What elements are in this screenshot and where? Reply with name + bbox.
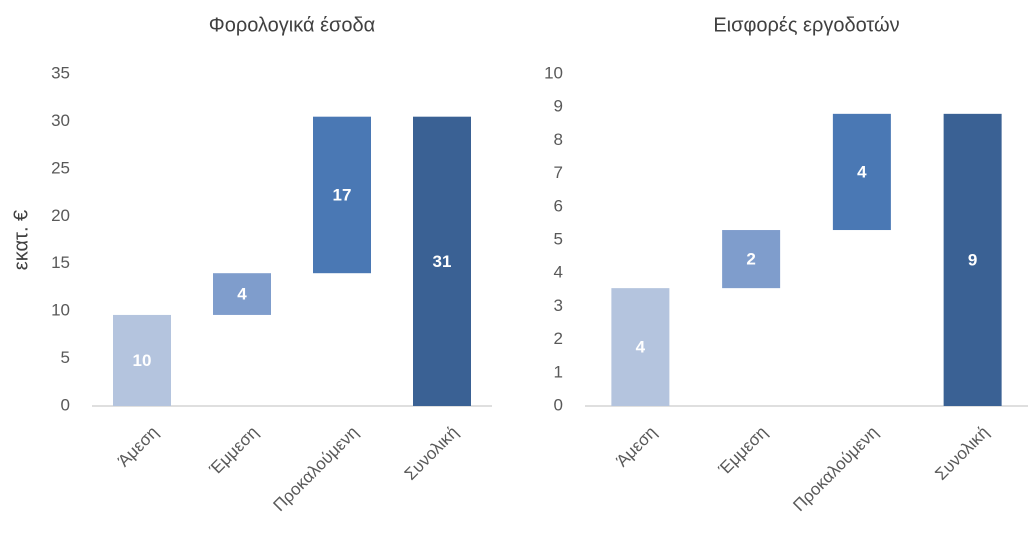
value-label: 31 (433, 252, 452, 271)
y-tick-label: 9 (554, 97, 563, 116)
y-tick-label: 8 (554, 130, 563, 149)
y-tick-label: 10 (544, 63, 563, 82)
y-tick-label: 35 (51, 63, 70, 82)
x-tick-label: Συνολική (931, 423, 992, 484)
bar (832, 113, 891, 231)
y-tick-label: 3 (554, 296, 563, 315)
y-tick-label: 4 (554, 263, 563, 282)
y-tick-label: 20 (51, 206, 70, 225)
bar (313, 116, 371, 274)
y-axis-label: εκατ. € (10, 210, 32, 270)
bar (413, 116, 471, 406)
bar (213, 273, 271, 315)
x-tick-label: Άμεση (613, 423, 661, 471)
y-tick-label: 1 (554, 362, 563, 381)
y-tick-label: 5 (61, 348, 70, 367)
value-label: 9 (968, 250, 977, 269)
value-label: 4 (857, 162, 867, 181)
x-tick-label: Άμεση (114, 423, 162, 471)
chart-title: Φορολογικά έσοδα (209, 14, 375, 36)
x-tick-label: Έμμεση (205, 423, 262, 480)
x-tick-label: Προκαλούμενη (269, 423, 362, 516)
y-tick-label: 6 (554, 196, 563, 215)
y-tick-label: 2 (554, 329, 563, 348)
y-tick-label: 30 (51, 111, 70, 130)
bar (722, 230, 781, 289)
value-label: 2 (746, 250, 755, 269)
y-tick-label: 10 (51, 301, 70, 320)
x-tick-label: Προκαλούμενη (789, 423, 882, 516)
y-tick-label: 7 (554, 163, 563, 182)
chart-title: Εισφορές εργοδοτών (713, 14, 899, 36)
value-label: 4 (237, 285, 247, 304)
bar (943, 113, 1002, 406)
y-tick-label: 0 (61, 395, 70, 414)
x-tick-label: Έμμεση (714, 423, 771, 480)
bar (611, 288, 670, 406)
y-tick-label: 25 (51, 158, 70, 177)
y-tick-label: 15 (51, 253, 70, 272)
value-label: 17 (333, 185, 352, 204)
value-label: 4 (636, 338, 646, 357)
bar (113, 314, 171, 406)
x-tick-label: Συνολική (401, 423, 462, 484)
y-tick-label: 5 (554, 229, 563, 248)
y-tick-label: 0 (554, 395, 563, 414)
value-label: 10 (133, 351, 152, 370)
